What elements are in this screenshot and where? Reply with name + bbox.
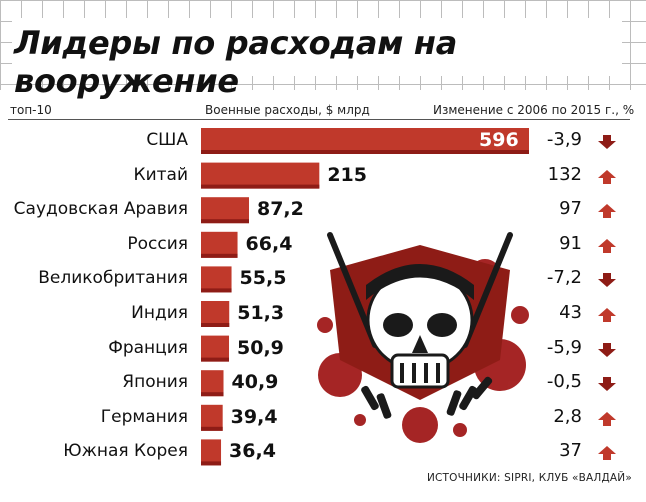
arrow-up-icon — [598, 204, 616, 219]
change-label: 43 — [559, 302, 582, 323]
bar-shadow-0 — [201, 150, 529, 154]
bar-shadow-6 — [201, 357, 230, 362]
change-label: 132 — [547, 163, 582, 185]
bar-shadow-1 — [201, 184, 320, 189]
country-label: Германия — [100, 406, 188, 427]
arrow-down-icon — [598, 342, 616, 357]
country-label: Япония — [122, 372, 188, 393]
change-label: 97 — [559, 198, 582, 220]
bar-1 — [201, 162, 320, 189]
arrow-up-icon — [598, 411, 616, 426]
change-label: 2,8 — [553, 405, 582, 427]
bar-4 — [201, 266, 232, 293]
bar-shadow-7 — [201, 392, 224, 397]
chart-title: Лидеры по расходам на вооружение — [14, 24, 457, 100]
country-label: Россия — [127, 233, 188, 254]
change-label: -3,9 — [546, 129, 582, 150]
bar-7 — [201, 370, 224, 397]
arrow-down-icon — [598, 273, 616, 288]
value-label: 66,4 — [245, 232, 293, 255]
country-label: Великобритания — [38, 268, 188, 289]
bar-3 — [201, 231, 238, 258]
change-label: 91 — [559, 232, 582, 254]
bar-shadow-8 — [201, 426, 223, 431]
arrow-down-icon — [598, 377, 616, 392]
value-label: 596 — [479, 129, 519, 151]
bar-5 — [201, 301, 230, 327]
header-divider — [8, 119, 630, 120]
value-label: 55,5 — [239, 267, 287, 290]
bar-shadow-3 — [201, 253, 238, 258]
country-label: Саудовская Аравия — [13, 199, 188, 220]
value-label: 40,9 — [231, 371, 279, 394]
bar-shadow-5 — [201, 323, 230, 327]
value-label: 87,2 — [256, 198, 304, 221]
source-note: ИСТОЧНИКИ: SIPRI, КЛУБ «ВАЛДАЙ» — [426, 472, 632, 484]
value-label: 215 — [327, 163, 367, 186]
bar-8 — [201, 404, 223, 431]
country-label: Южная Корея — [63, 441, 188, 462]
arrow-up-icon — [598, 446, 616, 461]
bar-shadow-2 — [201, 219, 249, 224]
value-label: 39,4 — [230, 405, 278, 428]
skull-illustration — [317, 232, 529, 443]
bar-6 — [201, 335, 230, 362]
country-label: Индия — [131, 303, 188, 323]
value-label: 36,4 — [229, 440, 276, 463]
change-label: -7,2 — [546, 267, 582, 289]
change-label: 37 — [559, 440, 582, 462]
title-box — [12, 18, 622, 76]
arrow-down-icon — [598, 135, 616, 149]
value-label: 51,3 — [237, 302, 285, 324]
bar-2 — [201, 197, 249, 224]
change-label: -0,5 — [546, 371, 582, 393]
bar-0 — [201, 128, 529, 154]
country-label: Франция — [108, 337, 188, 358]
arrow-up-icon — [598, 308, 616, 322]
value-label: 50,9 — [237, 336, 284, 359]
bar-shadow-9 — [201, 461, 222, 466]
header-top10: топ-10 — [10, 103, 52, 117]
country-label: Китай — [133, 164, 189, 185]
bar-shadow-4 — [201, 288, 232, 293]
arrow-up-icon — [598, 238, 616, 253]
header-change: Изменение с 2006 по 2015 г., % — [433, 103, 635, 117]
header-spending: Военные расходы, $ млрд — [205, 103, 370, 117]
bar-9 — [201, 439, 222, 466]
change-label: -5,9 — [546, 336, 582, 358]
country-label: США — [146, 130, 188, 150]
arrow-up-icon — [598, 169, 616, 184]
